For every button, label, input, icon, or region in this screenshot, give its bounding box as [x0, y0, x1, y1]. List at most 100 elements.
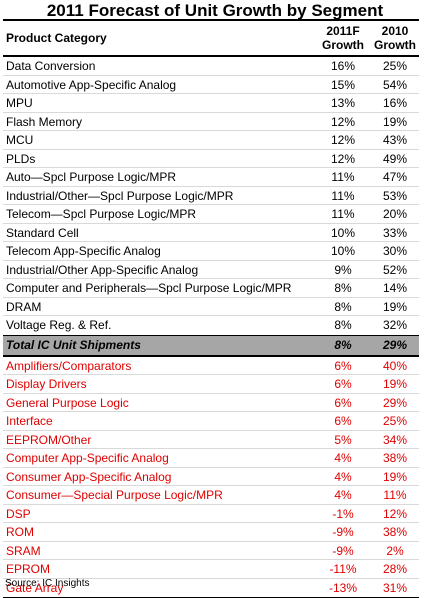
rows-above-total: Data Conversion 16% 25% Automotive App-Spec…: [3, 57, 419, 335]
growth-2011f-value: 16%: [330, 59, 356, 73]
growth-2011f-value: 12%: [330, 151, 356, 166]
category-label: Consumer—Special Purpose Logic/MPR: [6, 488, 223, 502]
growth-2010-value: 49%: [382, 151, 408, 166]
growth-2010-value: 31%: [382, 580, 408, 595]
category-label: Automotive App-Specific Analog: [6, 77, 177, 92]
growth-2011f-value: 9%: [334, 262, 352, 277]
table-row: Standard Cell 10% 33%: [3, 224, 419, 242]
header-2011f-growth: 2011F Growth: [313, 24, 373, 54]
category-label: EEPROM/Other: [6, 432, 92, 447]
growth-2010-value: 19%: [382, 114, 408, 129]
table-row: Voltage Reg. & Ref. 8% 32%: [3, 316, 419, 335]
growth-2011f-value: 4%: [334, 451, 352, 465]
table-row: ROM -9% 38%: [3, 523, 419, 542]
growth-2010-value: 25%: [382, 59, 408, 73]
total-2011f-value: 8%: [334, 337, 352, 352]
category-label: SRAM: [6, 543, 41, 558]
table-row: SRAM -9% 2%: [3, 542, 419, 560]
table-row: Auto—Spcl Purpose Logic/MPR 11% 47%: [3, 168, 419, 187]
category-label: Telecom App-Specific Analog: [6, 244, 161, 258]
total-2010-value: 29%: [382, 337, 408, 352]
header-2010-line2: Growth: [374, 38, 416, 52]
growth-2011f-value: -9%: [332, 525, 354, 539]
category-label: Flash Memory: [6, 114, 83, 129]
table-row: Amplifiers/Comparators 6% 40%: [3, 357, 419, 375]
growth-2010-value: 47%: [382, 170, 408, 184]
growth-2010-value: 34%: [382, 432, 408, 447]
growth-2010-value: 19%: [382, 469, 408, 484]
growth-2011f-value: 5%: [334, 432, 352, 447]
category-label: PLDs: [6, 151, 36, 166]
growth-2011f-value: 15%: [330, 77, 356, 92]
category-label: Interface: [6, 414, 53, 428]
category-label: EPROM: [6, 562, 51, 576]
growth-2010-value: 11%: [383, 488, 407, 502]
growth-2011f-value: 12%: [330, 133, 356, 147]
table-row: PLDs 12% 49%: [3, 150, 419, 168]
table-row: Flash Memory 12% 19%: [3, 113, 419, 131]
category-label: Industrial/Other—Spcl Purpose Logic/MPR: [6, 188, 234, 203]
growth-2010-value: 52%: [382, 262, 408, 277]
growth-2010-value: 33%: [382, 225, 408, 240]
growth-2011f-value: 4%: [334, 469, 352, 484]
table-row: Telecom—Spcl Purpose Logic/MPR 11% 20%: [3, 205, 419, 224]
growth-2010-value: 38%: [382, 525, 408, 539]
growth-2010-value: 32%: [382, 318, 408, 332]
growth-2010-value: 19%: [382, 377, 408, 391]
growth-2011f-value: 6%: [334, 395, 352, 410]
category-label: Amplifiers/Comparators: [6, 358, 132, 373]
growth-2011f-value: 6%: [334, 414, 352, 428]
table-row: MPU 13% 16%: [3, 94, 419, 113]
growth-2010-value: 2%: [386, 543, 404, 558]
growth-2011f-value: 10%: [330, 244, 356, 258]
growth-2011f-value: 6%: [334, 358, 352, 373]
growth-2011f-value: 11%: [331, 207, 355, 221]
growth-2010-value: 40%: [382, 358, 408, 373]
growth-2011f-value: 11%: [331, 188, 355, 203]
table-row: Industrial/Other—Spcl Purpose Logic/MPR 1…: [3, 187, 419, 205]
table-row: DRAM 8% 19%: [3, 298, 419, 316]
growth-2011f-value: 10%: [330, 225, 356, 240]
growth-2010-value: 20%: [382, 207, 408, 221]
table-row: Consumer—Special Purpose Logic/MPR 4% 11%: [3, 486, 419, 505]
growth-2010-value: 25%: [382, 414, 408, 428]
table-row: MCU 12% 43%: [3, 131, 419, 150]
category-label: Computer App-Specific Analog: [6, 451, 169, 465]
category-label: Computer and Peripherals—Spcl Purpose Lo…: [6, 281, 292, 295]
category-label: DRAM: [6, 299, 42, 314]
total-label: Total IC Unit Shipments: [6, 337, 141, 352]
table-row: Gate Array -13% 31%: [3, 579, 419, 598]
category-label: Telecom—Spcl Purpose Logic/MPR: [6, 207, 197, 221]
category-label: ROM: [6, 525, 34, 539]
header-2011f-line2: Growth: [322, 38, 364, 52]
growth-2010-value: 29%: [382, 395, 408, 410]
header-2011f-line1: 2011F: [326, 24, 360, 38]
growth-2011f-value: 4%: [334, 488, 352, 502]
growth-2010-value: 16%: [382, 96, 408, 110]
category-label: Consumer App-Specific Analog: [6, 469, 172, 484]
rows-below-total: Amplifiers/Comparators 6% 40% Display Drive…: [3, 357, 419, 598]
total-row: Total IC Unit Shipments 8% 29%: [3, 334, 419, 357]
growth-table: Product Category 2011F Growth 2010 Growt…: [3, 19, 419, 598]
growth-2010-value: 14%: [382, 281, 408, 295]
header-2010-growth: 2010 Growth: [371, 24, 419, 54]
growth-2011f-value: 6%: [334, 377, 352, 391]
growth-2011f-value: -9%: [332, 543, 354, 558]
table-row: Interface 6% 25%: [3, 412, 419, 431]
growth-2010-value: 53%: [382, 188, 408, 203]
table-row: Automotive App-Specific Analog 15% 54%: [3, 76, 419, 94]
table-row: Computer and Peripherals—Spcl Purpose Lo…: [3, 279, 419, 298]
category-label: DSP: [6, 506, 31, 521]
table-row: EPROM -11% 28%: [3, 560, 419, 579]
category-label: Standard Cell: [6, 225, 79, 240]
category-label: Voltage Reg. & Ref.: [6, 318, 112, 332]
growth-2010-value: 19%: [382, 299, 408, 314]
category-label: Auto—Spcl Purpose Logic/MPR: [6, 170, 177, 184]
growth-2011f-value: -1%: [332, 506, 354, 521]
category-label: Display Drivers: [6, 377, 87, 391]
growth-2010-value: 38%: [382, 451, 408, 465]
growth-2011f-value: -13%: [328, 580, 357, 595]
category-label: Gate Array: [6, 580, 64, 595]
table-row: Consumer App-Specific Analog 4% 19%: [3, 468, 419, 486]
